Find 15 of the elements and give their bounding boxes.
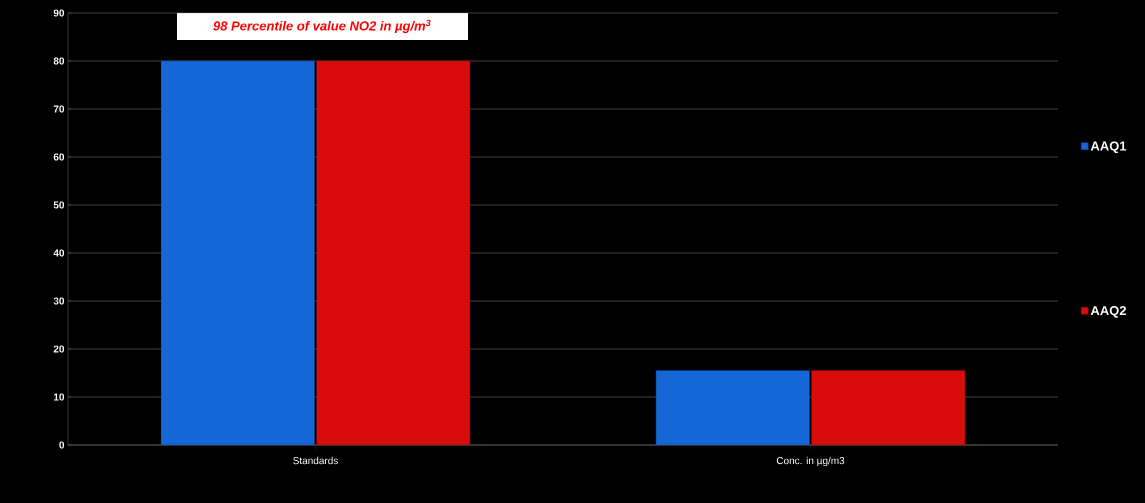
y-tick-label: 80 [53,57,65,65]
legend-label: AAQ1 [1090,141,1127,154]
y-tick-label: 10 [53,393,65,401]
legend-label: AAQ2 [1090,305,1127,318]
y-tick-label: 90 [53,9,65,17]
y-tick-label: 30 [53,297,65,305]
y-tick-label: 60 [53,153,65,161]
y-tick-label: 0 [59,441,65,449]
y-tick-label: 40 [53,249,65,257]
x-tick-label: Conc. in µg/m3 [776,456,845,467]
y-tick-label: 50 [53,201,65,209]
y-tick-label: 20 [53,345,65,353]
text: 98 Percentile of value NO2 in µg/m$^{3}$ [213,19,431,34]
x-tick-label: Standards [293,456,338,465]
y-tick-label: 70 [53,105,65,113]
